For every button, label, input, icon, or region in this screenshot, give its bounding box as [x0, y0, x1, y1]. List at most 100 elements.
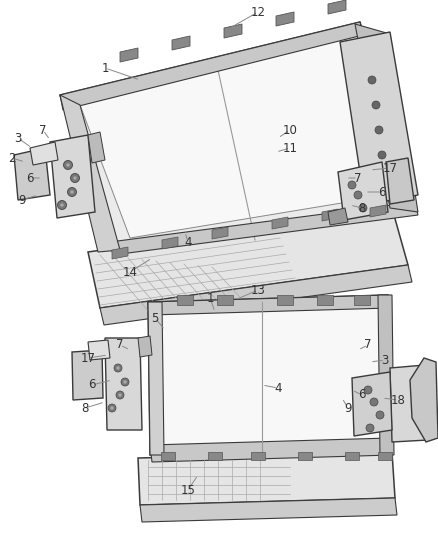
Polygon shape: [386, 158, 414, 204]
Text: 1: 1: [101, 61, 109, 75]
Text: 4: 4: [274, 382, 282, 394]
Circle shape: [348, 181, 356, 189]
Circle shape: [60, 203, 64, 207]
Circle shape: [354, 191, 362, 199]
Circle shape: [364, 386, 372, 394]
Polygon shape: [251, 452, 265, 460]
Text: 7: 7: [354, 172, 362, 184]
Circle shape: [116, 366, 120, 370]
Text: 3: 3: [381, 353, 389, 367]
Text: 14: 14: [123, 265, 138, 279]
Polygon shape: [100, 265, 412, 325]
Circle shape: [123, 380, 127, 384]
Polygon shape: [120, 48, 138, 62]
Text: 8: 8: [81, 401, 88, 415]
Polygon shape: [276, 12, 294, 26]
Polygon shape: [217, 295, 233, 305]
Polygon shape: [140, 498, 397, 522]
Text: 6: 6: [358, 389, 366, 401]
Text: 6: 6: [378, 185, 386, 198]
Polygon shape: [354, 295, 370, 305]
Circle shape: [118, 393, 122, 397]
Circle shape: [121, 378, 129, 386]
Polygon shape: [378, 295, 394, 455]
Polygon shape: [60, 22, 415, 252]
Text: 7: 7: [364, 338, 372, 351]
Circle shape: [370, 398, 378, 406]
Text: 4: 4: [184, 236, 192, 248]
Polygon shape: [410, 358, 438, 442]
Polygon shape: [30, 142, 58, 165]
Text: 9: 9: [18, 193, 26, 206]
Polygon shape: [370, 205, 386, 217]
Polygon shape: [172, 36, 190, 50]
Polygon shape: [80, 38, 390, 238]
Polygon shape: [390, 365, 428, 442]
Polygon shape: [148, 302, 164, 455]
Polygon shape: [162, 237, 178, 249]
Circle shape: [378, 151, 386, 159]
Polygon shape: [212, 227, 228, 239]
Circle shape: [359, 204, 367, 212]
Text: 6: 6: [88, 378, 96, 392]
Circle shape: [116, 391, 124, 399]
Circle shape: [368, 76, 376, 84]
Circle shape: [366, 424, 374, 432]
Text: 5: 5: [151, 311, 159, 325]
Circle shape: [73, 176, 77, 180]
Text: 17: 17: [382, 161, 398, 174]
Polygon shape: [158, 303, 382, 447]
Text: 8: 8: [358, 201, 366, 214]
Text: 7: 7: [39, 124, 47, 136]
Polygon shape: [322, 209, 338, 221]
Text: 3: 3: [14, 132, 22, 144]
Polygon shape: [352, 372, 392, 436]
Polygon shape: [148, 295, 390, 315]
Circle shape: [66, 163, 70, 167]
Text: 11: 11: [283, 141, 297, 155]
Polygon shape: [161, 452, 175, 460]
Circle shape: [372, 101, 380, 109]
Text: 15: 15: [180, 483, 195, 497]
Polygon shape: [378, 452, 392, 460]
Polygon shape: [328, 0, 346, 14]
Text: 18: 18: [391, 393, 406, 407]
Polygon shape: [110, 202, 418, 255]
Text: 7: 7: [116, 338, 124, 351]
Polygon shape: [88, 208, 408, 308]
Text: 12: 12: [251, 5, 265, 19]
Text: 6: 6: [26, 172, 34, 184]
Polygon shape: [277, 295, 293, 305]
Polygon shape: [298, 452, 312, 460]
Polygon shape: [138, 452, 395, 505]
Circle shape: [376, 411, 384, 419]
Text: 17: 17: [81, 351, 95, 365]
Polygon shape: [317, 295, 333, 305]
Polygon shape: [14, 148, 50, 200]
Circle shape: [67, 188, 77, 197]
Polygon shape: [272, 217, 288, 229]
Polygon shape: [60, 95, 120, 252]
Polygon shape: [338, 162, 388, 220]
Circle shape: [110, 406, 114, 410]
Polygon shape: [105, 338, 142, 430]
Circle shape: [71, 174, 80, 182]
Polygon shape: [345, 452, 359, 460]
Polygon shape: [328, 208, 348, 225]
Circle shape: [70, 190, 74, 194]
Text: 1: 1: [206, 292, 214, 304]
Polygon shape: [88, 132, 105, 163]
Text: 10: 10: [283, 124, 297, 136]
Polygon shape: [60, 22, 363, 110]
Polygon shape: [148, 295, 390, 455]
Polygon shape: [177, 295, 193, 305]
Polygon shape: [150, 438, 392, 462]
Text: 2: 2: [8, 151, 16, 165]
Circle shape: [64, 160, 73, 169]
Polygon shape: [138, 336, 152, 357]
Text: 9: 9: [344, 401, 352, 415]
Polygon shape: [88, 340, 110, 360]
Circle shape: [108, 404, 116, 412]
Polygon shape: [50, 135, 95, 218]
Text: 13: 13: [251, 284, 265, 296]
